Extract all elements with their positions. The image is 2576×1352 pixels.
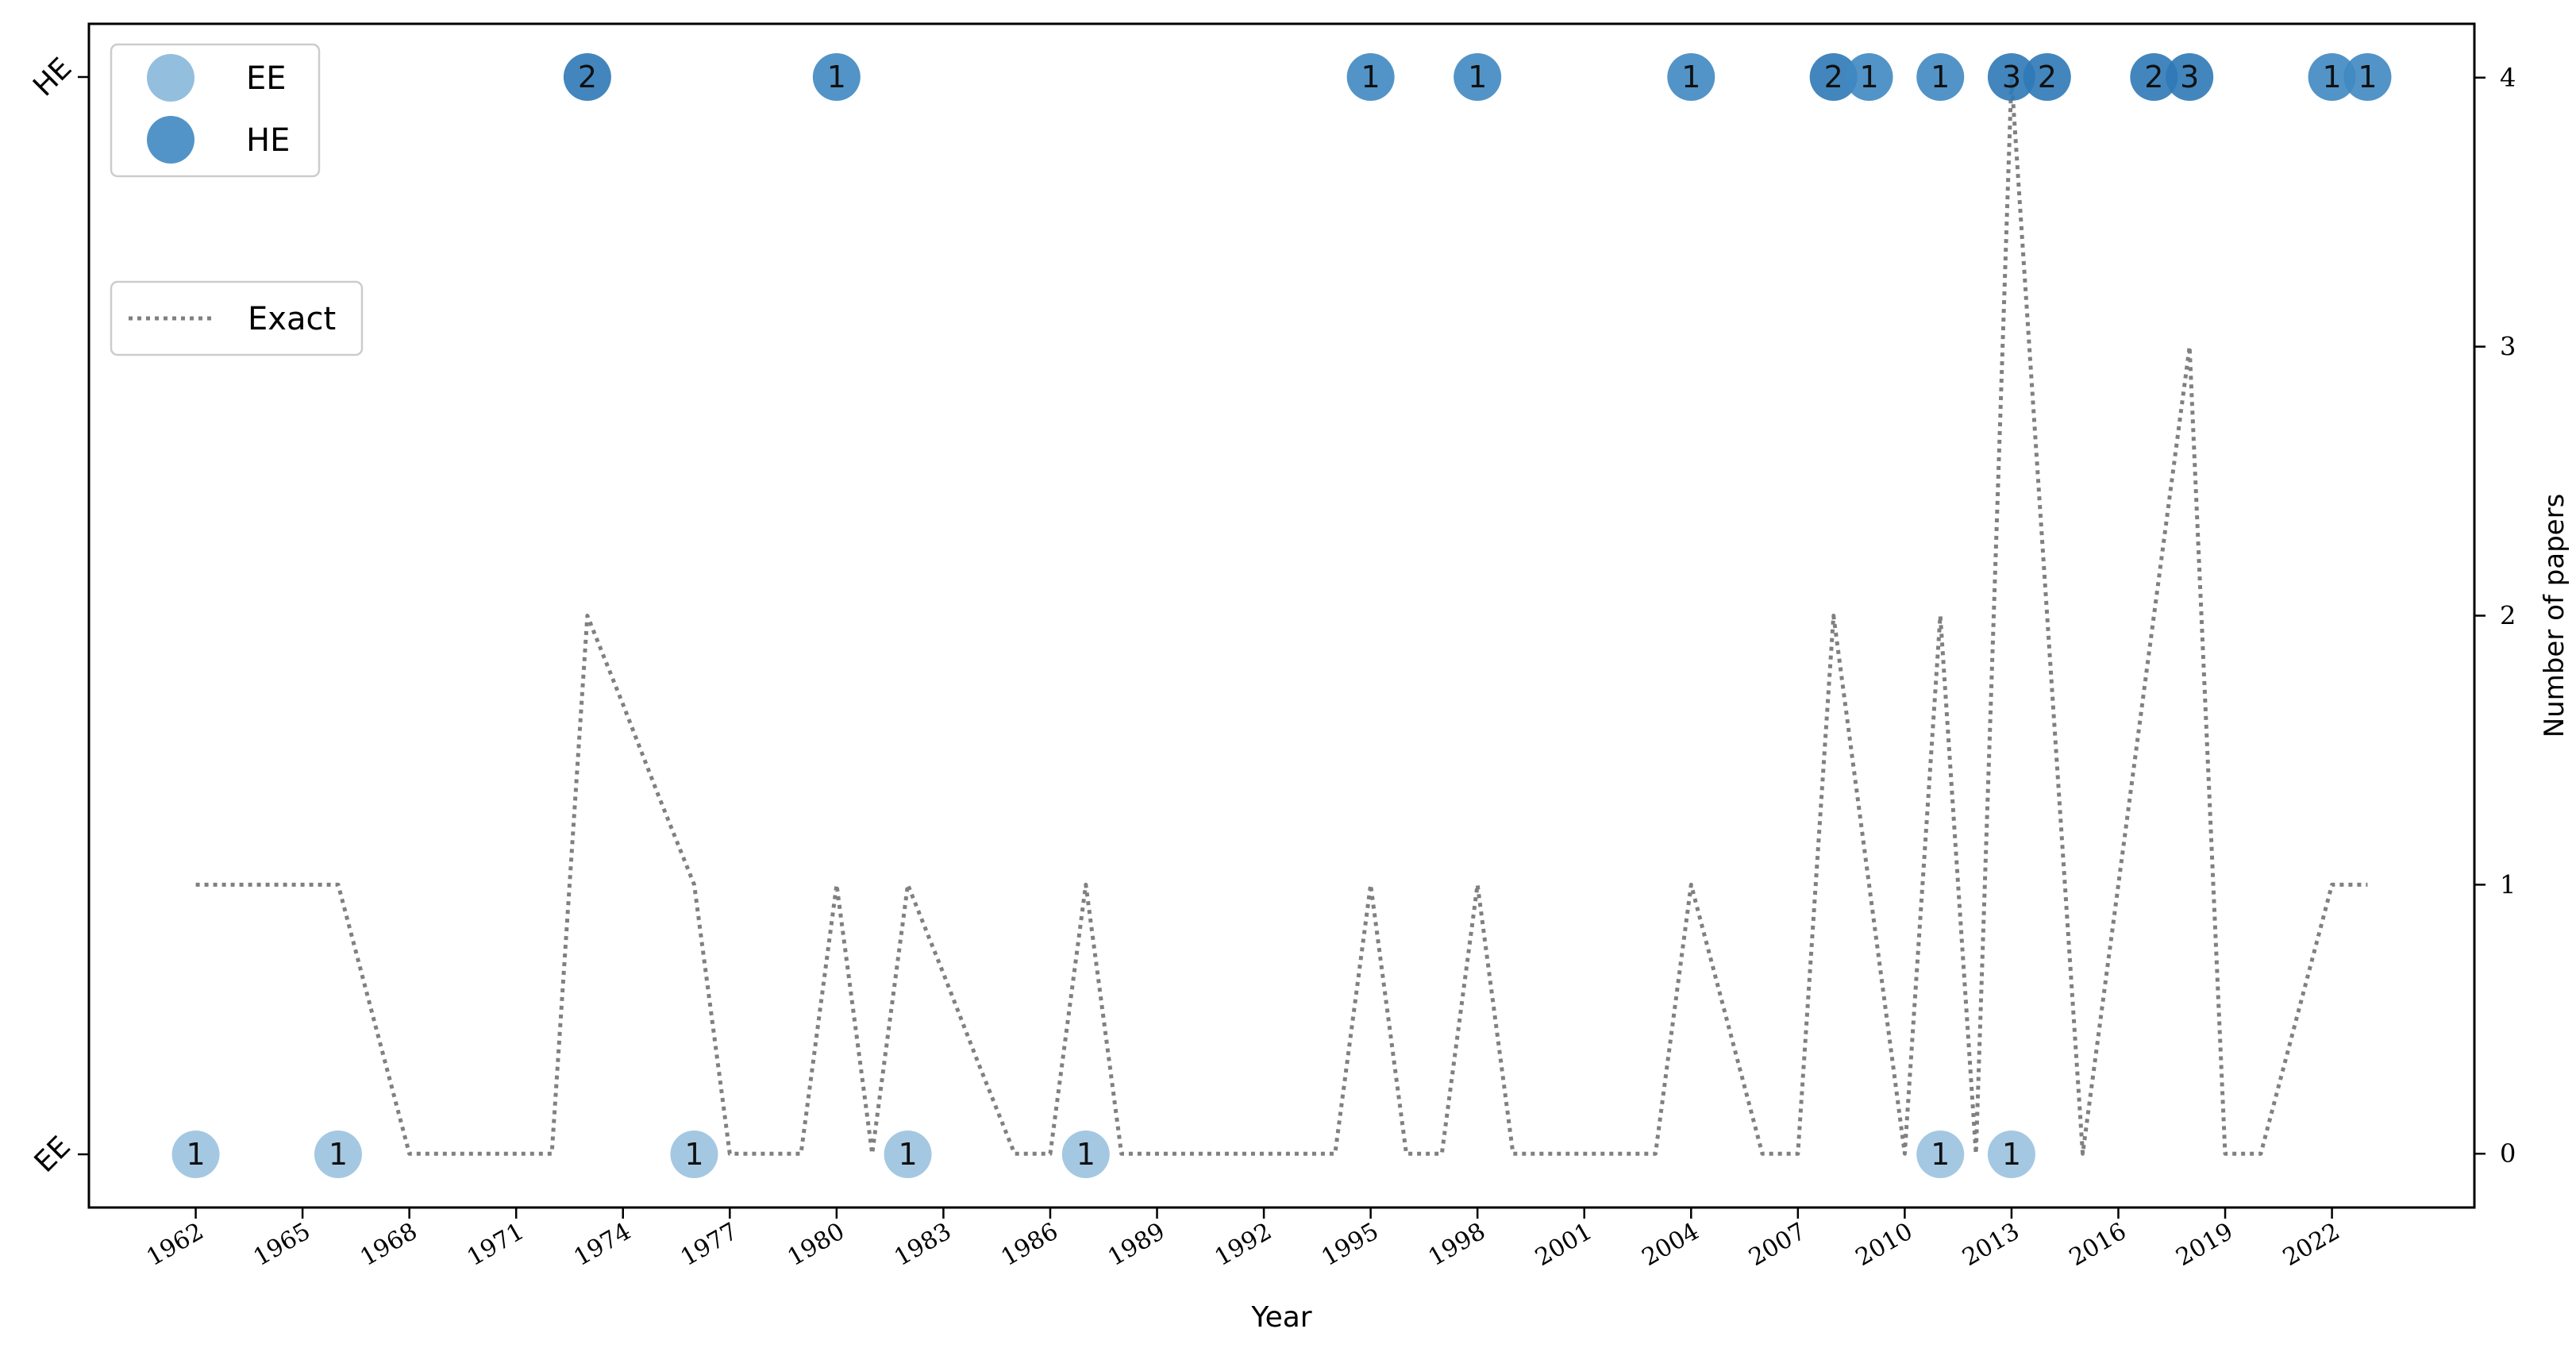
legend-marker-ee: [147, 54, 194, 102]
point-he: [563, 53, 611, 101]
legend-label-exact: Exact: [248, 301, 336, 337]
point-he: [812, 53, 861, 101]
point-count-label: 1: [186, 1137, 205, 1172]
point-count-label: 2: [2144, 60, 2163, 94]
legend-markers: EE HE: [110, 43, 321, 178]
point-he: [1346, 53, 1395, 101]
exact-series-line: [195, 75, 2368, 1156]
point-count-label: 1: [1681, 60, 1700, 94]
point-ee: [171, 1131, 220, 1178]
point-he: [1916, 53, 1965, 101]
point-ee: [884, 1131, 932, 1178]
right-tick-label: 1: [2500, 869, 2516, 899]
point-he: [1987, 53, 2035, 101]
point-count-label: 1: [2323, 60, 2342, 94]
point-he: [2023, 53, 2071, 101]
x-axis-label: Year: [1250, 1301, 1311, 1334]
point-he: [2343, 53, 2392, 101]
right-tick-label: 4: [2500, 63, 2516, 93]
point-count-label: 2: [1824, 60, 1843, 94]
point-count-label: 3: [2002, 60, 2021, 94]
point-ee: [1061, 1131, 1110, 1178]
point-count-label: 1: [329, 1137, 348, 1172]
point-count-label: 2: [578, 60, 597, 94]
point-he: [1667, 53, 1715, 101]
point-count-label: 2: [2038, 60, 2057, 94]
legend-label-ee: EE: [246, 60, 287, 97]
point-count-label: 1: [1468, 60, 1487, 94]
point-count-label: 3: [2180, 60, 2199, 94]
legend-layer: EE HE Exact: [110, 43, 364, 356]
point-ee: [1916, 1131, 1965, 1178]
point-count-label: 1: [1859, 60, 1878, 94]
point-ee: [670, 1131, 718, 1178]
point-count-label: 1: [1361, 60, 1380, 94]
point-count-label: 1: [2002, 1137, 2021, 1172]
right-tick-label: 2: [2500, 601, 2516, 631]
point-count-label: 1: [684, 1137, 703, 1172]
point-he: [2166, 53, 2214, 101]
point-he: [2130, 53, 2178, 101]
point-he: [1809, 53, 1858, 101]
legend-label-he: HE: [246, 122, 290, 159]
exact-line-layer: [195, 75, 2368, 1156]
right-tick-label: 0: [2500, 1138, 2516, 1169]
point-count-label: 1: [1931, 60, 1950, 94]
point-ee: [314, 1131, 362, 1178]
legend-line-box: [110, 280, 364, 356]
right-tick-label: 3: [2500, 332, 2516, 362]
legend-line: Exact: [110, 280, 364, 356]
legend-marker-he: [147, 116, 194, 164]
points-layer: 1 1 1 1 1 1 12 1 1 1 1 2 1 1 3 2 2 3 1 1: [171, 53, 2392, 1178]
point-count-label: 1: [827, 60, 846, 94]
point-count-label: 1: [1931, 1137, 1950, 1172]
point-he: [1845, 53, 1893, 101]
point-he: [1454, 53, 1502, 101]
point-count-label: 1: [2358, 60, 2377, 94]
point-count-label: 1: [898, 1137, 917, 1172]
point-ee: [1987, 1131, 2035, 1178]
point-he: [2308, 53, 2356, 101]
point-count-label: 1: [1076, 1137, 1095, 1172]
right-axis-label: Number of papers: [2539, 494, 2570, 738]
